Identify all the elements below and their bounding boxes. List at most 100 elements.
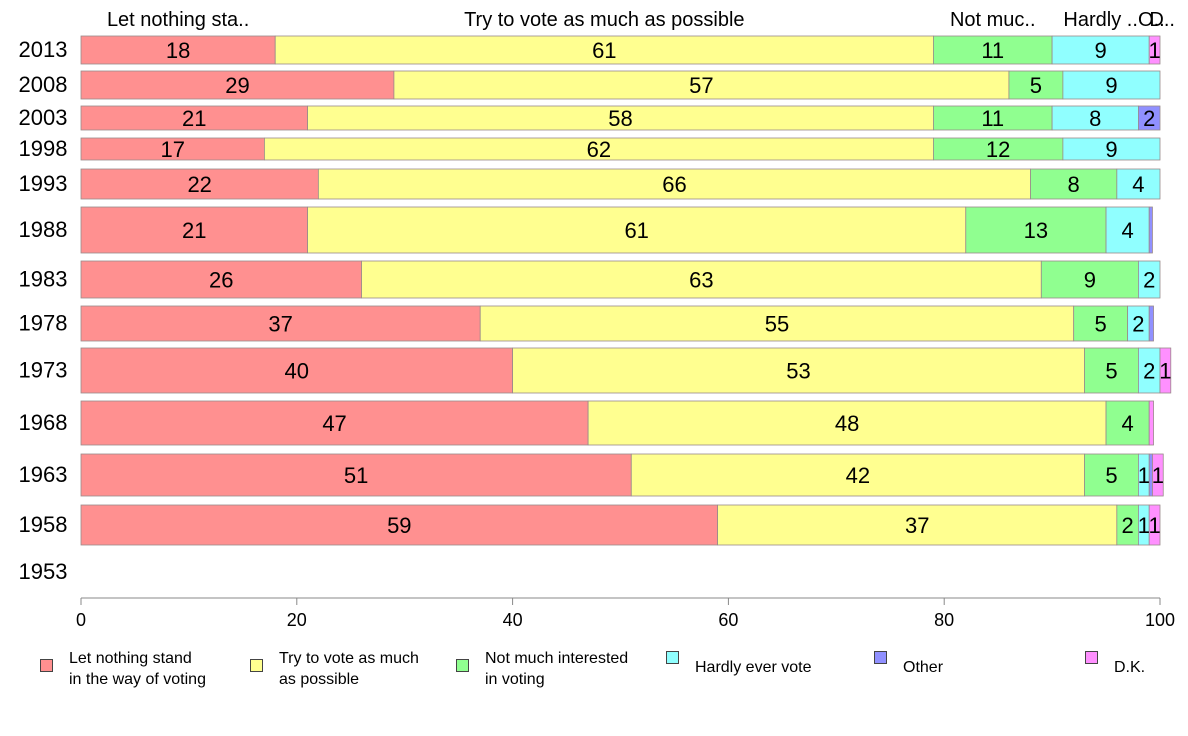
series-top-label: O.. (1138, 9, 1165, 31)
bar-value-label: 42 (846, 463, 870, 488)
bar-value-label: 61 (592, 38, 616, 63)
bar-value-label: 9 (1105, 137, 1117, 162)
bar-segment (933, 105, 1053, 131)
bar-segment (512, 347, 1085, 394)
stacked-bar-chart: Let nothing sta.. Try to vote as much as … (19, 9, 1176, 630)
bar-segment (1084, 453, 1139, 497)
bar-value-label: 1 (1148, 513, 1160, 538)
legend-label: Not much interested in voting (485, 650, 629, 688)
bar-segment (1138, 105, 1161, 131)
year-label: 1998 (19, 136, 68, 161)
bar-segment (1148, 206, 1153, 254)
bar-value-label: 8 (1089, 106, 1101, 131)
bar-value-label: 55 (765, 312, 789, 337)
bar-value-label: 62 (587, 137, 611, 162)
bar-value-label: 40 (285, 359, 309, 384)
year-label: 1958 (19, 512, 68, 537)
bar-segment (1148, 400, 1154, 446)
bar-segment (274, 35, 934, 65)
bar-value-label: 18 (166, 38, 190, 63)
bar-value-label: 48 (835, 411, 859, 436)
bar-value-label: 2 (1132, 312, 1144, 337)
bar-segment (1152, 453, 1164, 497)
bar-value-label: 1 (1138, 513, 1150, 538)
legend-swatch (666, 651, 679, 664)
series-top-label: D.. (1149, 9, 1175, 31)
bar-value-label: 1 (1159, 359, 1171, 384)
bar-value-label: 1 (1148, 38, 1160, 63)
year-label: 1983 (19, 267, 68, 292)
bar-segment (80, 70, 395, 100)
bar-segment (479, 305, 1075, 342)
bar-segment (1138, 260, 1161, 299)
bar-value-label: 5 (1095, 312, 1107, 337)
bar-value-label: 9 (1105, 73, 1117, 98)
bar-value-label: 2 (1143, 106, 1155, 131)
bar-segment (1116, 168, 1161, 200)
legend-item: Let nothing stand in the way of voting (40, 648, 206, 690)
bar-segment (1105, 206, 1150, 254)
bar-value-label: 21 (182, 218, 206, 243)
bar-segment (630, 453, 1085, 497)
x-tick-label: 0 (76, 610, 86, 630)
bar-segment (1008, 70, 1064, 100)
bar-value-label: 4 (1132, 172, 1144, 197)
year-label: 2003 (19, 105, 68, 130)
year-label: 2008 (19, 72, 68, 97)
bar-value-label: 5 (1030, 73, 1042, 98)
bar-segment (1105, 400, 1150, 446)
bar-value-label: 29 (225, 73, 249, 98)
bar-segment (307, 206, 967, 254)
bar-value-label: 59 (387, 513, 411, 538)
legend-swatch (40, 659, 53, 672)
bar-value-label: 13 (1024, 218, 1048, 243)
bar-value-label: 2 (1122, 513, 1134, 538)
bar-segment (80, 347, 514, 394)
bar-segment (1030, 168, 1118, 200)
bar-segment (1040, 260, 1139, 299)
legend: Let nothing stand in the way of voting Tr… (0, 648, 1188, 698)
bar-value-label: 11 (981, 38, 1004, 63)
bar-value-label: 47 (322, 411, 346, 436)
x-tick-label: 20 (287, 610, 307, 630)
legend-label: Let nothing stand in the way of voting (69, 650, 206, 688)
bar-segment (587, 400, 1107, 446)
bar-segment (1159, 347, 1172, 394)
bar-segment (80, 206, 308, 254)
legend-swatch (456, 659, 469, 672)
bar-segment (1051, 105, 1139, 131)
bar-value-label: 2 (1143, 359, 1155, 384)
bar-value-label: 37 (268, 312, 292, 337)
bar-value-labels: 18 61 11 9 129 57 5 921 58 11 8 217 62 12 922 66 8 421 61 1… (160, 38, 1171, 538)
year-label: 1993 (19, 171, 68, 196)
x-tick-label: 100 (1145, 610, 1175, 630)
bar-value-label: 21 (182, 106, 206, 131)
bars (80, 35, 1172, 546)
bar-value-label: 58 (608, 106, 632, 131)
legend-label: Hardly ever vote (695, 659, 812, 676)
bar-segment (80, 168, 319, 200)
bar-value-label: 17 (160, 137, 184, 162)
bar-value-label: 53 (786, 359, 810, 384)
bar-segment (80, 105, 308, 131)
legend-swatch (874, 651, 887, 664)
bar-segment (1062, 137, 1161, 161)
legend-swatch (250, 659, 263, 672)
top-series-labels: Let nothing sta.. Try to vote as much as … (107, 9, 1175, 31)
bar-value-label: 61 (624, 218, 648, 243)
bar-value-label: 51 (344, 463, 368, 488)
bar-value-label: 4 (1122, 411, 1134, 436)
x-axis: 0 20 40 60 80 100 (76, 597, 1175, 630)
series-top-label: Try to vote as much as possible (464, 9, 745, 31)
bar-value-label: 57 (689, 73, 713, 98)
legend-item: Hardly ever vote (666, 648, 812, 678)
bar-value-label: 1 (1152, 463, 1164, 488)
legend-item: Try to vote as much as possible (250, 648, 419, 690)
bar-value-label: 1 (1138, 463, 1150, 488)
legend-item: D.K. (1085, 648, 1145, 678)
year-label: 2013 (19, 37, 68, 62)
bar-value-label: 63 (689, 268, 713, 293)
bar-segment (965, 206, 1107, 254)
bar-value-label: 22 (187, 172, 211, 197)
bar-value-label: 4 (1122, 218, 1134, 243)
